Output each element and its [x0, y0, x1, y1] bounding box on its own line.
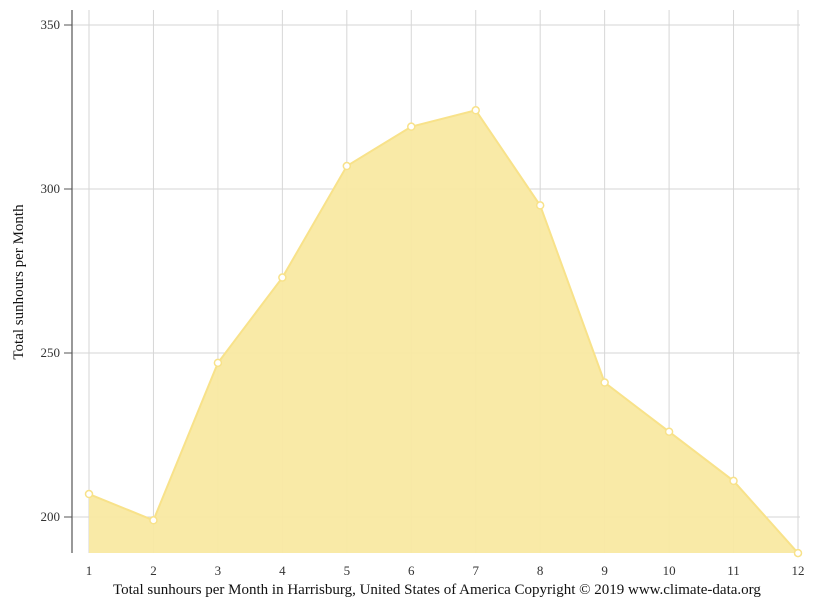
data-point	[84, 489, 94, 499]
y-tick-label: 350	[41, 17, 61, 32]
y-tick-label: 200	[41, 509, 61, 524]
x-tick-label: 8	[537, 563, 544, 578]
x-tick-label: 6	[408, 563, 415, 578]
y-tick-label: 250	[41, 345, 61, 360]
x-tick-label: 7	[472, 563, 479, 578]
x-tick-label: 11	[727, 563, 740, 578]
data-point	[600, 378, 609, 387]
data-point	[471, 106, 480, 115]
x-tick-label: 2	[150, 563, 157, 578]
data-point	[149, 516, 158, 525]
x-tick-label: 9	[601, 563, 608, 578]
y-axis-title: Total sunhours per Month	[11, 204, 27, 360]
x-tick-label: 12	[792, 563, 805, 578]
data-point	[407, 122, 416, 131]
data-point	[278, 273, 287, 282]
data-points	[84, 106, 803, 558]
x-tick-label: 1	[86, 563, 93, 578]
data-point	[664, 427, 674, 436]
series-line	[88, 109, 799, 554]
chart-caption: Total sunhours per Month in Harrisburg, …	[113, 582, 761, 598]
area-layer	[88, 109, 799, 554]
x-tick-label: 10	[663, 563, 676, 578]
axes	[64, 10, 73, 553]
data-point	[729, 476, 738, 486]
y-tick-label: 300	[41, 181, 61, 196]
x-tick-label: 3	[215, 563, 222, 578]
x-tick-label: 5	[344, 563, 351, 578]
data-point	[793, 548, 803, 558]
data-point	[535, 201, 545, 210]
area-fill	[89, 110, 798, 554]
data-point	[213, 358, 223, 368]
x-tick-label: 4	[279, 563, 286, 578]
data-point	[342, 161, 352, 171]
